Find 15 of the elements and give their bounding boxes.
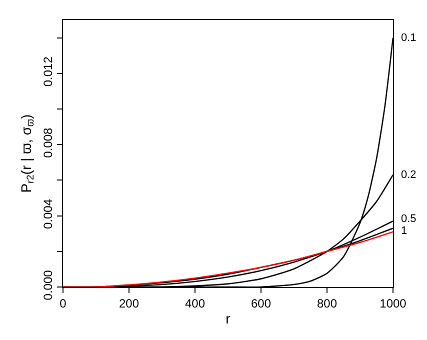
x-tick-label: 800 <box>316 296 338 310</box>
series-label: 0.5 <box>401 213 416 225</box>
y-tick-label: 0.008 <box>41 127 56 158</box>
x-tick-label: 0 <box>60 296 67 310</box>
y-tick-label: 0.000 <box>41 270 56 300</box>
x-tick-label: 400 <box>184 296 206 310</box>
series-label: 0.1 <box>401 32 416 44</box>
x-axis-title: r <box>226 310 231 327</box>
series-label: 1 <box>401 225 408 237</box>
series-label: 0.2 <box>401 169 416 181</box>
y-tick-label: 0.004 <box>41 198 56 230</box>
x-tick-label: 200 <box>118 296 140 310</box>
x-tick-label: 600 <box>250 296 272 310</box>
x-tick-label: 1000 <box>380 296 407 310</box>
y-tick-label: 0.012 <box>41 56 56 87</box>
